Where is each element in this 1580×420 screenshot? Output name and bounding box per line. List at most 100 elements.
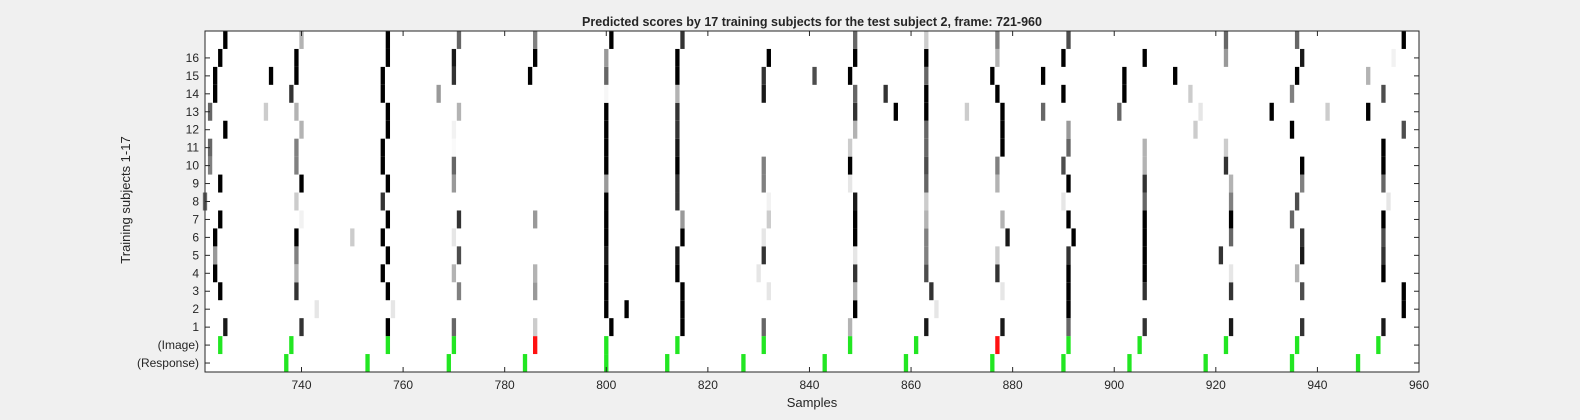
image-onset-marker-3	[451, 336, 457, 355]
score-cell-s7-9	[924, 210, 929, 229]
score-cell-s7-2	[385, 210, 391, 229]
image-onset-marker-14	[1294, 336, 1300, 355]
score-cell-s17-3	[456, 31, 462, 49]
y-tick-label-16: 15	[186, 69, 200, 83]
score-cell-s3-6	[680, 282, 685, 301]
response-marker-10	[1061, 354, 1066, 372]
score-cell-s3-11	[1066, 282, 1071, 301]
score-cell-s3-15	[1401, 282, 1406, 301]
score-cell-s15-14	[1122, 66, 1127, 85]
score-cell-s16-13	[1223, 48, 1229, 67]
score-cell-s5-0	[213, 246, 218, 265]
image-onset-marker-6	[675, 336, 680, 355]
score-cell-s12-12	[1401, 120, 1406, 139]
score-cell-s10-12	[1223, 156, 1229, 175]
score-cell-s16-7	[766, 48, 771, 67]
x-tick-label-760: 760	[393, 378, 413, 392]
score-cell-s12-5	[675, 120, 680, 139]
score-cell-s7-12	[1142, 210, 1147, 229]
x-tick-label-800: 800	[596, 378, 616, 392]
score-cell-s5-11	[1142, 246, 1147, 265]
score-cell-s9-2	[385, 174, 391, 193]
image-onset-marker-9	[913, 336, 919, 355]
y-tick-label-14: 13	[186, 105, 200, 119]
response-marker-11	[1127, 354, 1132, 372]
score-cell-s4-4	[533, 264, 538, 283]
score-cell-s4-12	[1142, 264, 1147, 283]
score-cell-s14-8	[883, 84, 888, 103]
y-tick-label-4: 3	[192, 284, 199, 298]
score-cell-s13-4	[456, 102, 462, 121]
score-cell-s16-9	[924, 48, 929, 67]
score-cell-s1-11	[1066, 318, 1071, 337]
score-cell-s13-1	[263, 102, 269, 121]
score-cell-s9-13	[1300, 174, 1305, 193]
score-cell-s11-1	[294, 138, 299, 157]
score-cell-s16-10	[995, 48, 1000, 67]
y-tick-label-10: 9	[192, 177, 199, 191]
y-tick-label-17: 16	[186, 51, 200, 65]
score-cell-s10-4	[604, 156, 609, 175]
image-onset-marker-10	[995, 336, 1000, 355]
score-cell-s15-9	[812, 66, 817, 85]
x-tick-label-740: 740	[291, 378, 311, 392]
score-cell-s6-14	[1300, 228, 1305, 247]
response-marker-14	[1355, 354, 1361, 372]
score-cell-s13-13	[1117, 102, 1122, 121]
score-cell-s17-4	[533, 31, 538, 49]
score-cell-s17-12	[1294, 31, 1300, 49]
score-cell-s14-12	[1122, 84, 1127, 103]
x-tick-label-780: 780	[495, 378, 515, 392]
score-cell-s5-12	[1218, 246, 1224, 265]
score-cell-s15-11	[924, 66, 929, 85]
y-tick-label-1: (Image)	[158, 338, 199, 352]
score-cell-s9-5	[675, 174, 680, 193]
score-cell-s10-9	[995, 156, 1000, 175]
score-cell-s6-6	[680, 228, 685, 247]
score-cell-s14-9	[924, 84, 929, 103]
score-cell-s1-14	[1300, 318, 1305, 337]
score-cell-s3-3	[456, 282, 462, 301]
score-cell-s13-8	[893, 102, 898, 121]
score-cell-s3-0	[218, 282, 223, 301]
response-marker-5	[665, 354, 670, 372]
score-cell-s17-2	[385, 31, 391, 49]
score-cell-s16-14	[1300, 48, 1305, 67]
score-cell-s13-16	[1325, 102, 1330, 121]
score-cell-s12-2	[385, 120, 391, 139]
score-cell-s13-6	[675, 102, 680, 121]
score-cell-s14-15	[1381, 84, 1386, 103]
image-onset-marker-0	[218, 336, 223, 355]
score-cell-s3-10	[1000, 282, 1005, 301]
score-cell-s16-8	[853, 48, 858, 67]
score-cell-s13-5	[604, 102, 609, 121]
x-tick-label-880: 880	[1003, 378, 1023, 392]
score-cell-s9-0	[218, 174, 223, 193]
score-cell-s10-0	[207, 156, 213, 175]
score-cell-s10-11	[1142, 156, 1147, 175]
score-cell-s11-10	[1142, 138, 1147, 157]
score-cell-s4-15	[1381, 264, 1386, 283]
score-cell-s13-7	[853, 102, 858, 121]
score-cell-s8-4	[675, 192, 680, 211]
response-marker-6	[741, 354, 746, 372]
image-onset-marker-15	[1376, 336, 1381, 355]
score-cell-s14-5	[675, 84, 680, 103]
y-tick-label-2: 1	[192, 320, 199, 334]
score-cell-s15-0	[213, 66, 218, 85]
score-cell-s4-0	[213, 264, 218, 283]
score-cell-s10-14	[1381, 156, 1386, 175]
score-cell-s16-6	[675, 48, 680, 67]
score-cell-s1-3	[451, 318, 457, 337]
score-cell-s2-1	[390, 300, 396, 319]
score-cell-s8-8	[1061, 192, 1066, 211]
score-cell-s12-1	[299, 120, 304, 139]
score-cell-s11-0	[207, 138, 213, 157]
score-cell-s16-11	[1061, 48, 1066, 67]
score-cell-s9-6	[761, 174, 766, 193]
score-cell-s17-7	[853, 31, 858, 49]
score-cell-s13-0	[207, 102, 213, 121]
score-cell-s7-14	[1289, 210, 1295, 229]
score-cell-s15-17	[1366, 66, 1371, 85]
heatmap-cells	[202, 31, 1406, 372]
